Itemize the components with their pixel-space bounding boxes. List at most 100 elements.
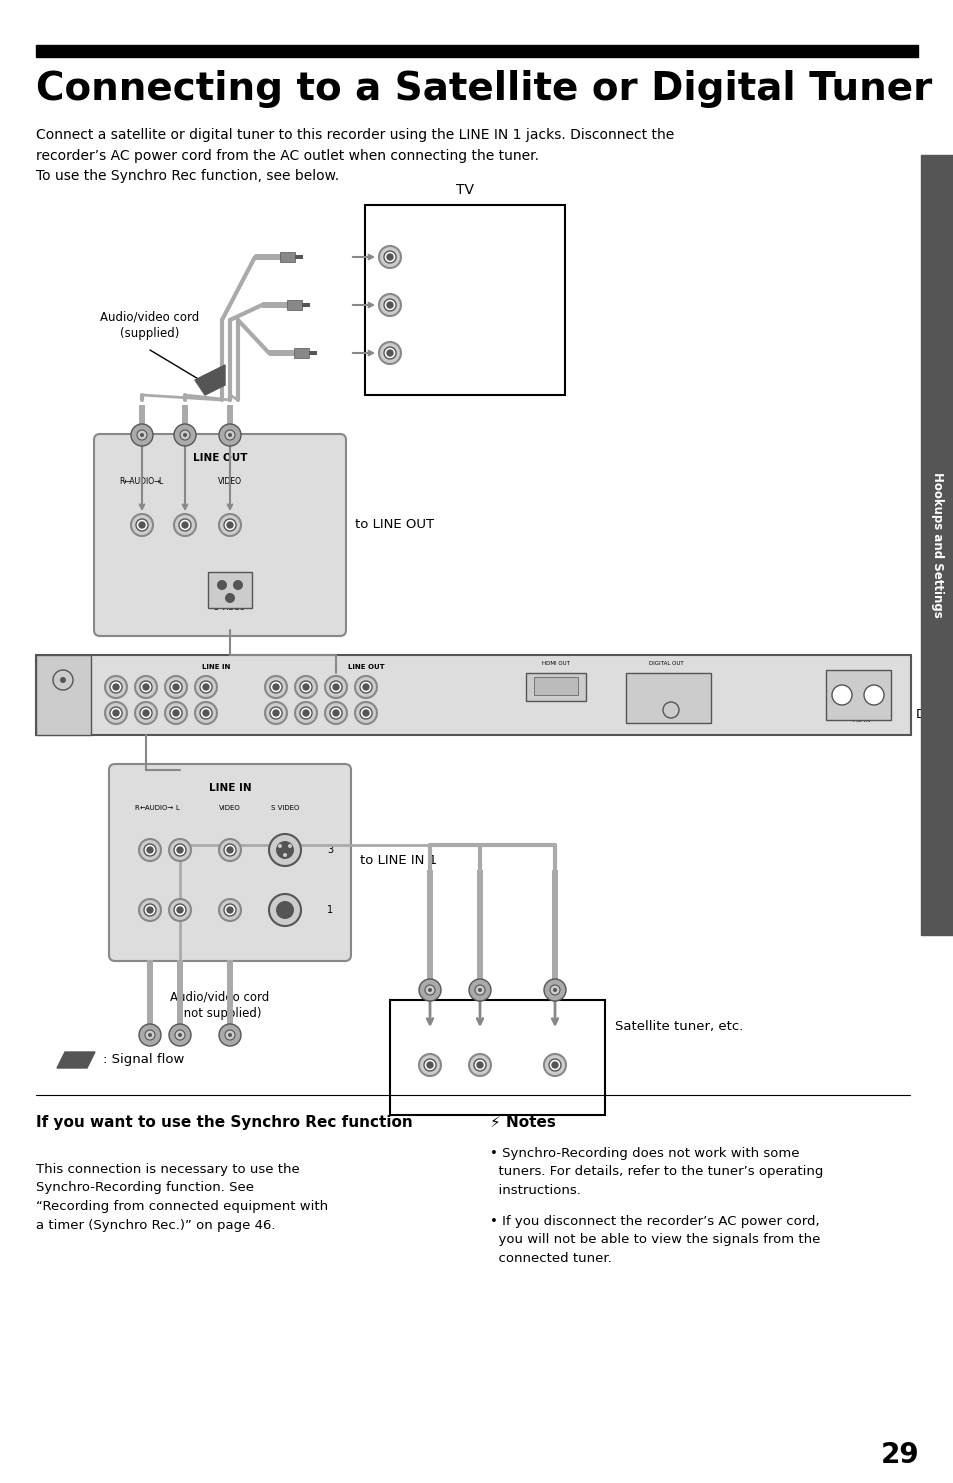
- Circle shape: [227, 908, 233, 914]
- FancyBboxPatch shape: [94, 435, 346, 636]
- Text: Audio/video cord
(not supplied): Audio/video cord (not supplied): [171, 991, 270, 1020]
- Circle shape: [469, 979, 491, 1001]
- Circle shape: [273, 710, 278, 716]
- Circle shape: [147, 847, 152, 853]
- Text: 29: 29: [880, 1441, 919, 1470]
- Circle shape: [144, 844, 156, 856]
- Text: VIDEO: VIDEO: [218, 478, 242, 486]
- Bar: [294, 255, 303, 260]
- Text: ~ AC IN: ~ AC IN: [845, 718, 869, 724]
- Circle shape: [110, 707, 122, 719]
- Text: L: L: [157, 478, 162, 486]
- Circle shape: [53, 670, 73, 690]
- Text: VHF/UHF: VHF/UHF: [60, 694, 66, 716]
- Circle shape: [294, 701, 316, 724]
- Text: to LINE IN 1: to LINE IN 1: [359, 854, 436, 866]
- Circle shape: [177, 847, 183, 853]
- Text: INPUT: INPUT: [385, 217, 410, 225]
- Text: COAXIAL: COAXIAL: [659, 687, 682, 691]
- Bar: [625, 673, 710, 724]
- Circle shape: [131, 424, 152, 446]
- Circle shape: [277, 844, 282, 848]
- Bar: [309, 351, 316, 354]
- Text: VIDEO: VIDEO: [406, 252, 430, 261]
- Circle shape: [170, 681, 182, 693]
- Circle shape: [553, 988, 557, 992]
- Circle shape: [200, 707, 212, 719]
- Text: LINE OUT: LINE OUT: [193, 452, 247, 463]
- Circle shape: [137, 430, 147, 440]
- Text: ←AUDIO→: ←AUDIO→: [123, 478, 161, 486]
- Circle shape: [469, 1054, 491, 1077]
- Circle shape: [475, 985, 484, 995]
- Bar: [139, 405, 145, 435]
- Circle shape: [228, 1034, 232, 1037]
- Circle shape: [172, 710, 179, 716]
- Circle shape: [269, 894, 301, 925]
- Circle shape: [173, 515, 195, 535]
- Circle shape: [228, 433, 232, 437]
- Circle shape: [60, 678, 66, 684]
- Bar: [254, 254, 294, 260]
- Circle shape: [474, 1059, 485, 1071]
- Text: LINE IN: LINE IN: [202, 664, 230, 670]
- Circle shape: [294, 676, 316, 698]
- Circle shape: [418, 979, 440, 1001]
- Circle shape: [140, 433, 144, 437]
- Circle shape: [378, 246, 400, 268]
- Circle shape: [112, 710, 119, 716]
- Circle shape: [363, 684, 369, 690]
- Text: HDMI OUT: HDMI OUT: [541, 661, 569, 666]
- Bar: [262, 303, 302, 308]
- Circle shape: [177, 908, 183, 914]
- Circle shape: [203, 684, 209, 690]
- Circle shape: [135, 701, 157, 724]
- Circle shape: [200, 681, 212, 693]
- Circle shape: [173, 844, 186, 856]
- Circle shape: [270, 681, 282, 693]
- Circle shape: [216, 580, 227, 590]
- Circle shape: [165, 676, 187, 698]
- Circle shape: [548, 1059, 560, 1071]
- Text: VIDEO: VIDEO: [543, 1084, 565, 1090]
- Circle shape: [219, 515, 241, 535]
- Text: Satellite tuner, etc.: Satellite tuner, etc.: [615, 1020, 742, 1034]
- Text: DIGITAL OUT: DIGITAL OUT: [648, 661, 682, 666]
- Circle shape: [428, 988, 432, 992]
- Circle shape: [378, 294, 400, 316]
- Circle shape: [269, 833, 301, 866]
- Text: If you want to use the Synchro Rec function: If you want to use the Synchro Rec funct…: [36, 1115, 413, 1130]
- Circle shape: [387, 303, 393, 308]
- Text: Audio/video cord
(supplied): Audio/video cord (supplied): [100, 310, 199, 340]
- FancyBboxPatch shape: [109, 764, 351, 961]
- Circle shape: [169, 1023, 191, 1046]
- Bar: [177, 960, 183, 1035]
- Circle shape: [172, 684, 179, 690]
- Circle shape: [831, 685, 851, 704]
- Circle shape: [283, 853, 287, 857]
- Circle shape: [265, 701, 287, 724]
- Circle shape: [325, 676, 347, 698]
- Bar: [287, 300, 302, 310]
- Circle shape: [131, 515, 152, 535]
- Circle shape: [384, 300, 395, 311]
- Circle shape: [112, 684, 119, 690]
- Circle shape: [225, 593, 234, 604]
- Circle shape: [194, 701, 216, 724]
- Circle shape: [139, 1023, 161, 1046]
- Bar: [36, 44, 917, 56]
- Circle shape: [173, 424, 195, 446]
- Circle shape: [135, 676, 157, 698]
- Circle shape: [145, 1031, 154, 1040]
- Circle shape: [330, 681, 341, 693]
- Circle shape: [139, 899, 161, 921]
- Circle shape: [143, 684, 149, 690]
- Bar: [227, 960, 233, 1035]
- Circle shape: [424, 985, 435, 995]
- Circle shape: [363, 710, 369, 716]
- Text: to LINE OUT: to LINE OUT: [355, 519, 434, 531]
- Text: 1: 1: [327, 905, 333, 915]
- Polygon shape: [194, 365, 225, 394]
- Circle shape: [552, 1062, 558, 1068]
- Circle shape: [227, 847, 233, 853]
